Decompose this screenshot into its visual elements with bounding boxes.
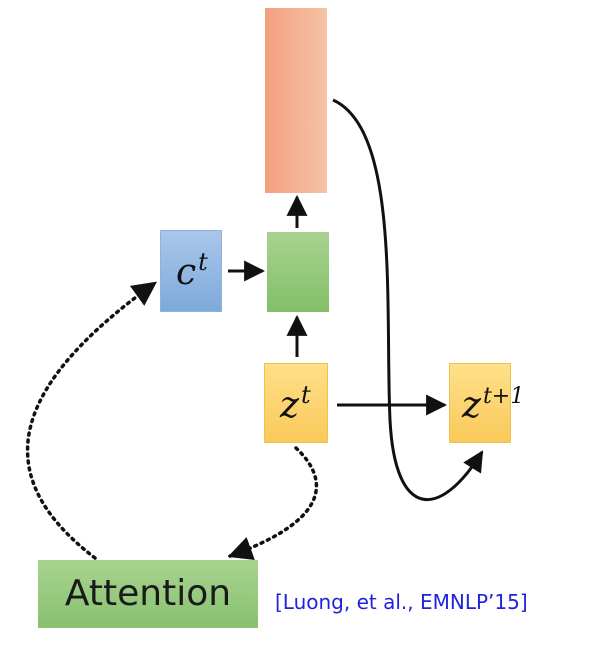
next-state-superscript: t+1 bbox=[482, 384, 525, 409]
context-superscript: t bbox=[198, 248, 208, 276]
dotted-arrow-state-to-attention bbox=[227, 446, 319, 561]
next-state-label: zt+1 bbox=[462, 384, 525, 426]
output-layer-box bbox=[265, 8, 327, 193]
state-symbol: z bbox=[280, 385, 299, 426]
state-box bbox=[264, 363, 328, 443]
hidden-layer-box bbox=[267, 232, 329, 312]
context-label: ct bbox=[176, 248, 208, 293]
dotted-arrow-attention-to-context bbox=[25, 281, 157, 560]
context-vector-box bbox=[160, 230, 222, 312]
context-symbol: c bbox=[176, 252, 197, 293]
attention-box bbox=[38, 560, 258, 628]
attention-label: Attention bbox=[64, 573, 232, 614]
state-label: zt bbox=[280, 381, 311, 426]
next-state-symbol: z bbox=[462, 385, 481, 426]
citation-text: [Luong, et al., EMNLP’15] bbox=[275, 590, 528, 614]
arrow-output-to-next-state bbox=[332, 98, 484, 502]
next-state-box bbox=[449, 363, 511, 443]
state-superscript: t bbox=[300, 381, 311, 409]
